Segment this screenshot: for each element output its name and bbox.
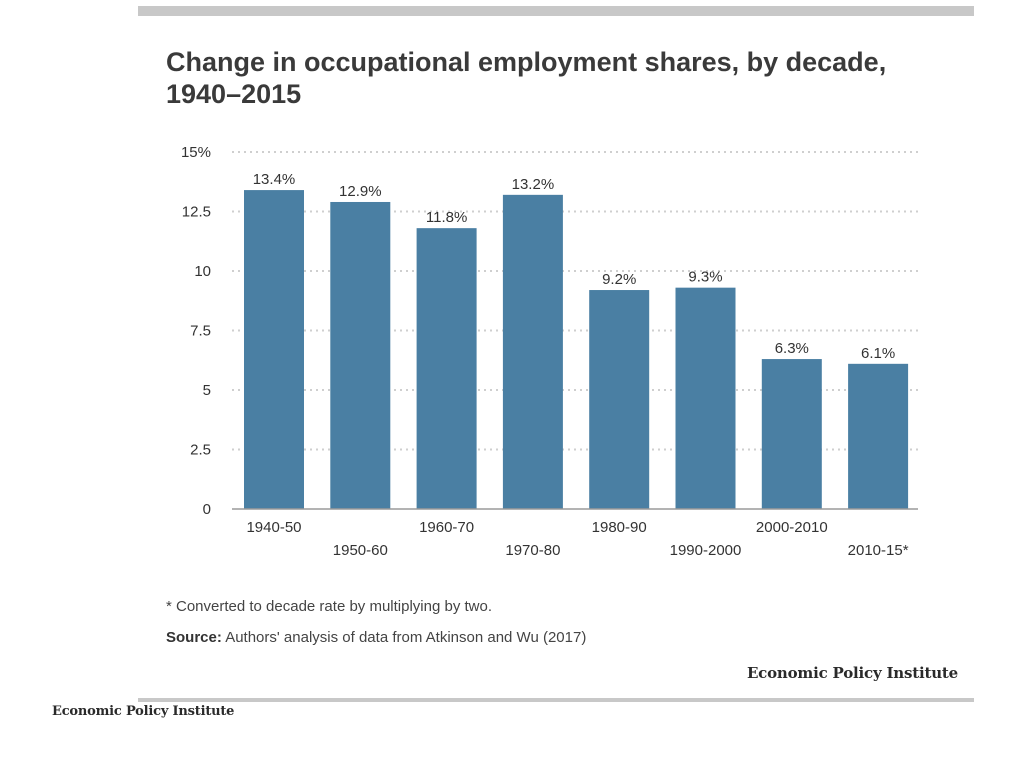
data-label: 9.3% xyxy=(688,269,722,286)
y-tick-label: 5 xyxy=(203,382,211,399)
bar xyxy=(675,287,736,509)
y-tick-label: 12.5 xyxy=(182,204,211,221)
y-tick-label: 0 xyxy=(203,501,211,518)
top-divider xyxy=(138,6,974,16)
bar xyxy=(416,228,477,509)
y-tick-label: 10 xyxy=(194,263,211,280)
data-label: 13.2% xyxy=(512,176,555,193)
source-line: Source: Authors' analysis of data from A… xyxy=(166,629,586,646)
y-tick-label: 15% xyxy=(181,144,211,161)
x-tick-label: 2000-2010 xyxy=(756,519,828,536)
bottom-divider xyxy=(138,698,974,702)
bar xyxy=(330,201,391,510)
data-label: 13.4% xyxy=(253,171,296,188)
x-tick-label: 1990-2000 xyxy=(670,542,742,559)
data-label: 9.2% xyxy=(602,271,636,288)
brand-logo: Economic Policy Institute xyxy=(746,664,958,682)
x-tick-label: 2010-15* xyxy=(848,542,909,559)
data-label: 11.8% xyxy=(426,209,467,226)
x-tick-label: 1940-50 xyxy=(246,519,301,536)
x-tick-label: 1960-70 xyxy=(419,519,474,536)
source-label: Source: xyxy=(166,629,222,646)
y-tick-label: 2.5 xyxy=(190,442,211,459)
bar xyxy=(761,359,822,509)
x-tick-label: 1950-60 xyxy=(333,542,388,559)
bar xyxy=(848,363,909,509)
x-tick-label: 1980-90 xyxy=(592,519,647,536)
chart-title: Change in occupational employment shares… xyxy=(166,47,887,109)
x-tick-label: 1970-80 xyxy=(505,542,560,559)
data-label: 12.9% xyxy=(339,183,382,200)
brand-logo-small: Economic Policy Institute xyxy=(52,704,235,719)
source-text: Authors' analysis of data from Atkinson … xyxy=(225,629,587,646)
data-label: 6.3% xyxy=(775,340,809,357)
y-tick-label: 7.5 xyxy=(190,323,211,340)
bar xyxy=(589,290,650,509)
bar xyxy=(244,190,304,509)
footnote: * Converted to decade rate by multiplyin… xyxy=(166,598,493,615)
data-label: 6.1% xyxy=(861,345,895,362)
bar xyxy=(502,194,563,509)
